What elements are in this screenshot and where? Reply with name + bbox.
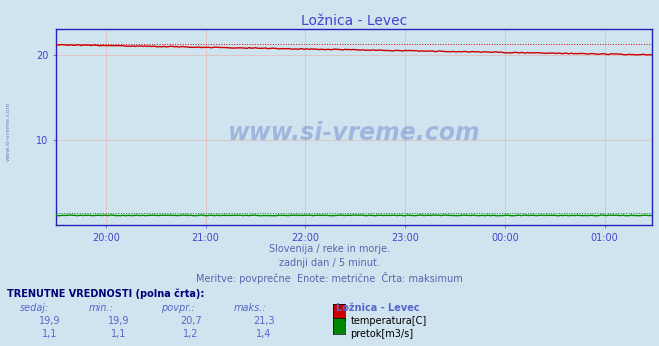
- Text: Slovenija / reke in morje.: Slovenija / reke in morje.: [269, 244, 390, 254]
- Text: Meritve: povprečne  Enote: metrične  Črta: maksimum: Meritve: povprečne Enote: metrične Črta:…: [196, 272, 463, 284]
- Text: pretok[m3/s]: pretok[m3/s]: [351, 329, 414, 339]
- Text: 1,1: 1,1: [42, 329, 57, 339]
- Text: Ložnica - Levec: Ložnica - Levec: [336, 303, 420, 313]
- Text: zadnji dan / 5 minut.: zadnji dan / 5 minut.: [279, 258, 380, 268]
- Text: www.si-vreme.com: www.si-vreme.com: [228, 121, 480, 145]
- Text: 19,9: 19,9: [39, 316, 60, 326]
- Text: 21,3: 21,3: [253, 316, 274, 326]
- Text: TRENUTNE VREDNOSTI (polna črta):: TRENUTNE VREDNOSTI (polna črta):: [7, 289, 204, 299]
- Title: Ložnica - Levec: Ložnica - Levec: [301, 14, 407, 28]
- Text: maks.:: maks.:: [234, 303, 267, 313]
- Text: 1,4: 1,4: [256, 329, 272, 339]
- Text: 19,9: 19,9: [108, 316, 129, 326]
- Text: povpr.:: povpr.:: [161, 303, 195, 313]
- Text: sedaj:: sedaj:: [20, 303, 49, 313]
- Text: temperatura[C]: temperatura[C]: [351, 316, 427, 326]
- Text: min.:: min.:: [89, 303, 114, 313]
- Text: 1,2: 1,2: [183, 329, 199, 339]
- Text: 1,1: 1,1: [111, 329, 127, 339]
- Text: www.si-vreme.com: www.si-vreme.com: [5, 102, 11, 161]
- Text: 20,7: 20,7: [180, 316, 202, 326]
